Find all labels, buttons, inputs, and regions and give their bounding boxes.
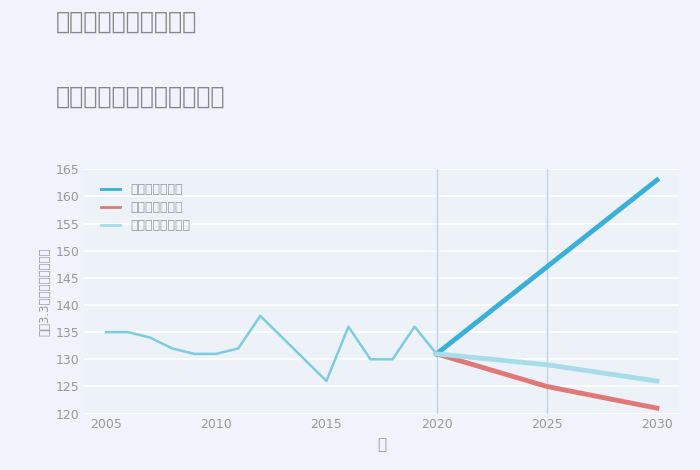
X-axis label: 年: 年: [377, 437, 386, 452]
Text: 中古マンションの価格推移: 中古マンションの価格推移: [56, 85, 225, 109]
Text: 兵庫県宝塚市山本南の: 兵庫県宝塚市山本南の: [56, 9, 197, 33]
Legend: グッドシナリオ, バッドシナリオ, ノーマルシナリオ: グッドシナリオ, バッドシナリオ, ノーマルシナリオ: [96, 178, 195, 237]
Y-axis label: 坪（3.3㎡）単価（万円）: 坪（3.3㎡）単価（万円）: [38, 247, 51, 336]
